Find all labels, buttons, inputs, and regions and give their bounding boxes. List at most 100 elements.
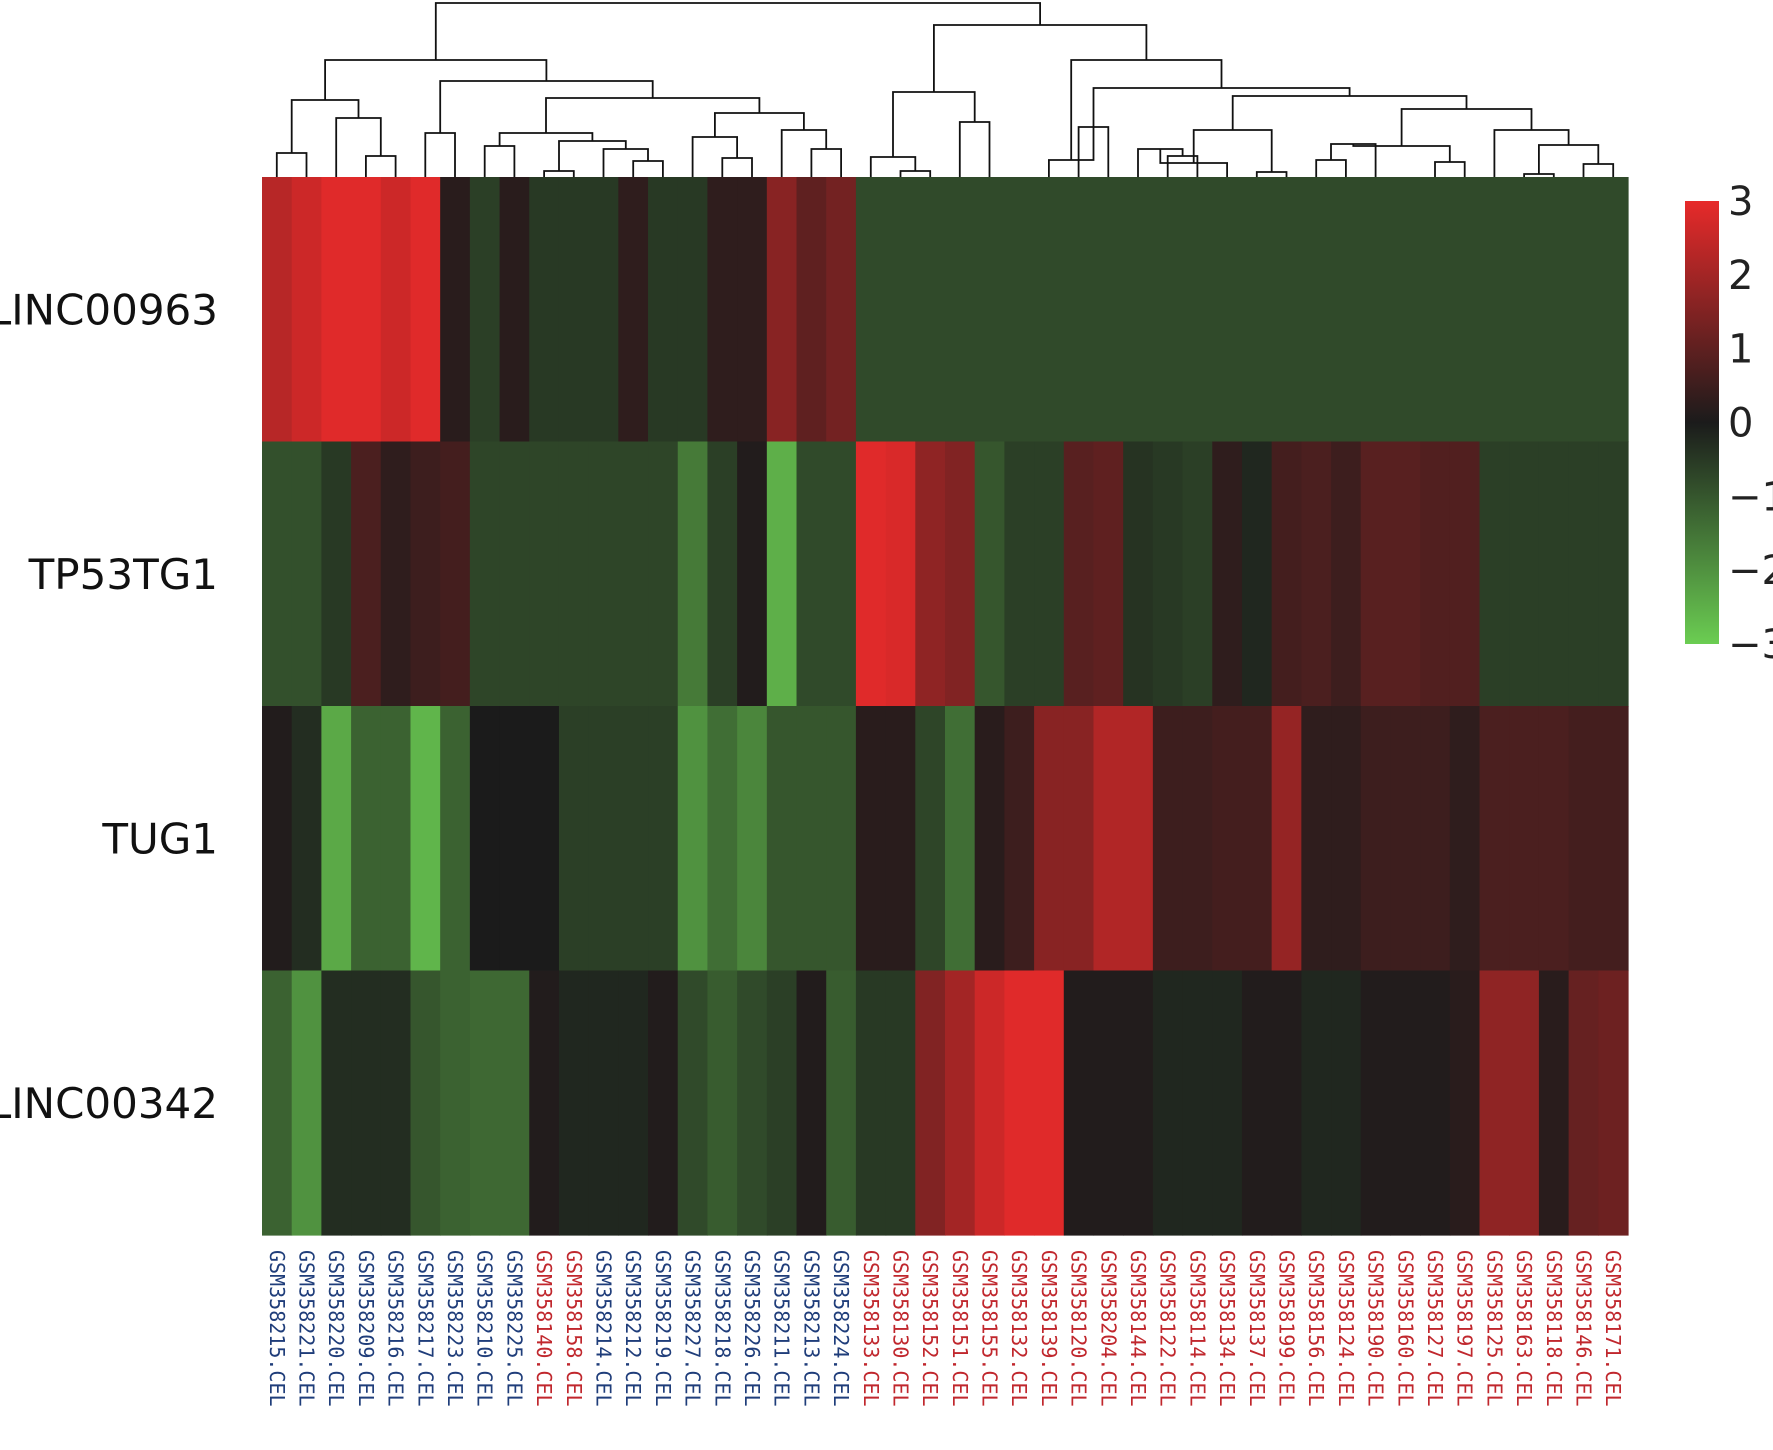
heatmap-cell: [1212, 970, 1243, 1236]
color-scale-tick: −1: [1728, 474, 1773, 520]
heatmap-cell: [707, 177, 738, 443]
row-labels: LINC00963 TP53TG1 TUG1 LINC00342: [0, 285, 218, 1128]
dendrogram-branch: [602, 148, 649, 177]
heatmap-cell: [380, 441, 412, 707]
dendrogram-branch: [958, 121, 991, 177]
heatmap-cell: [1331, 177, 1362, 443]
heatmap-cell: [707, 706, 738, 972]
heatmap-cell: [1034, 177, 1065, 443]
heatmap-cell: [677, 441, 709, 707]
heatmap-cell: [1034, 706, 1065, 972]
heatmap-cell: [618, 441, 649, 707]
column-label: GSM358219.CEL: [651, 1250, 675, 1407]
column-label: GSM358125.CEL: [1482, 1250, 1506, 1407]
heatmap-cell: [1004, 706, 1035, 972]
heatmap-cell: [558, 177, 590, 443]
heatmap-cell: [1271, 177, 1302, 443]
heatmap-cell: [1449, 970, 1481, 1236]
heatmap-cell: [618, 706, 649, 972]
heatmap-cell: [558, 970, 590, 1236]
heatmap-cell: [677, 177, 709, 443]
column-label: GSM358118.CEL: [1542, 1250, 1566, 1407]
heatmap-cell: [1123, 706, 1154, 972]
column-label: GSM358197.CEL: [1453, 1250, 1477, 1407]
dendrogram-branch: [558, 140, 627, 171]
heatmap-cell: [1568, 177, 1599, 443]
heatmap-cell: [1390, 970, 1421, 1236]
heatmap-cell: [1301, 706, 1332, 972]
heatmap-cell: [826, 970, 857, 1236]
column-label: GSM358221.CEL: [295, 1250, 319, 1407]
column-label: GSM358146.CEL: [1572, 1250, 1596, 1407]
dendrogram-branch: [892, 91, 976, 157]
heatmap-cell: [1598, 441, 1629, 707]
heatmap-cell: [1479, 970, 1510, 1236]
dendrogram-branch: [899, 170, 932, 177]
heatmap-cell: [1152, 177, 1184, 443]
heatmap-cell: [855, 177, 887, 443]
column-label: GSM358225.CEL: [502, 1250, 526, 1407]
heatmap-cell: [1093, 970, 1124, 1236]
heatmap-cell: [529, 177, 560, 443]
heatmap-cell: [766, 177, 798, 443]
heatmap-cell: [1301, 441, 1332, 707]
heatmap-cell: [588, 706, 619, 972]
column-label: GSM358137.CEL: [1245, 1250, 1269, 1407]
heatmap-cell: [1568, 706, 1599, 972]
heatmap-cell: [826, 441, 857, 707]
column-label: GSM358132.CEL: [1007, 1250, 1031, 1407]
heatmap-cell: [855, 441, 887, 707]
heatmap-cell: [1509, 441, 1540, 707]
heatmap-cell: [440, 970, 471, 1236]
heatmap-cell: [1449, 706, 1481, 972]
heatmap-cell: [1063, 970, 1095, 1236]
dendrogram-branch: [780, 129, 828, 177]
column-label: GSM358217.CEL: [413, 1250, 437, 1407]
row-label: LINC00963: [0, 285, 218, 334]
heatmap-cell: [1360, 441, 1392, 707]
heatmap-cell: [499, 970, 530, 1236]
heatmap-cell: [588, 970, 619, 1236]
column-label: GSM358227.CEL: [681, 1250, 705, 1407]
heatmap-cell: [351, 706, 382, 972]
dendrogram-branch: [543, 170, 575, 177]
heatmap-cell: [410, 706, 441, 972]
heatmap-cell: [974, 177, 1005, 443]
dendrogram-branch: [714, 112, 805, 137]
heatmap-cell: [1420, 177, 1451, 443]
heatmap-cell: [1182, 970, 1213, 1236]
heatmap-cell: [1360, 177, 1392, 443]
heatmap-cell: [1331, 441, 1362, 707]
heatmap-cell: [529, 441, 560, 707]
heatmap-cell: [737, 177, 768, 443]
heatmap-cell: [1479, 441, 1510, 707]
heatmap-cell: [648, 177, 679, 443]
heatmap-cell: [945, 441, 976, 707]
heatmap-cell: [499, 177, 530, 443]
heatmap-cell: [915, 177, 946, 443]
heatmap-cell: [766, 970, 798, 1236]
heatmap-cell: [1241, 441, 1273, 707]
heatmap-cell: [1004, 177, 1035, 443]
column-label: GSM358224.CEL: [829, 1250, 853, 1407]
heatmap-cell: [796, 970, 827, 1236]
heatmap-cell: [469, 970, 501, 1236]
column-label: GSM358122.CEL: [1156, 1250, 1180, 1407]
column-label: GSM358163.CEL: [1512, 1250, 1536, 1407]
heatmap-cell: [1241, 970, 1273, 1236]
heatmap-cell: [945, 177, 976, 443]
heatmap-cell: [1271, 970, 1302, 1236]
dendrogram-branch: [869, 156, 917, 177]
heatmap-cell: [766, 706, 798, 972]
heatmap-cell: [1509, 970, 1540, 1236]
column-label: GSM358171.CEL: [1601, 1250, 1625, 1407]
heatmap-cell: [737, 706, 768, 972]
column-label: GSM358114.CEL: [1185, 1250, 1209, 1407]
heatmap-cell: [1034, 441, 1065, 707]
heatmap-cell: [1509, 177, 1540, 443]
column-label: GSM358127.CEL: [1423, 1250, 1447, 1407]
heatmap-cell: [1123, 177, 1154, 443]
dendrogram-branch: [1582, 163, 1615, 177]
column-label: GSM358212.CEL: [621, 1250, 645, 1407]
heatmap-cell: [1360, 706, 1392, 972]
